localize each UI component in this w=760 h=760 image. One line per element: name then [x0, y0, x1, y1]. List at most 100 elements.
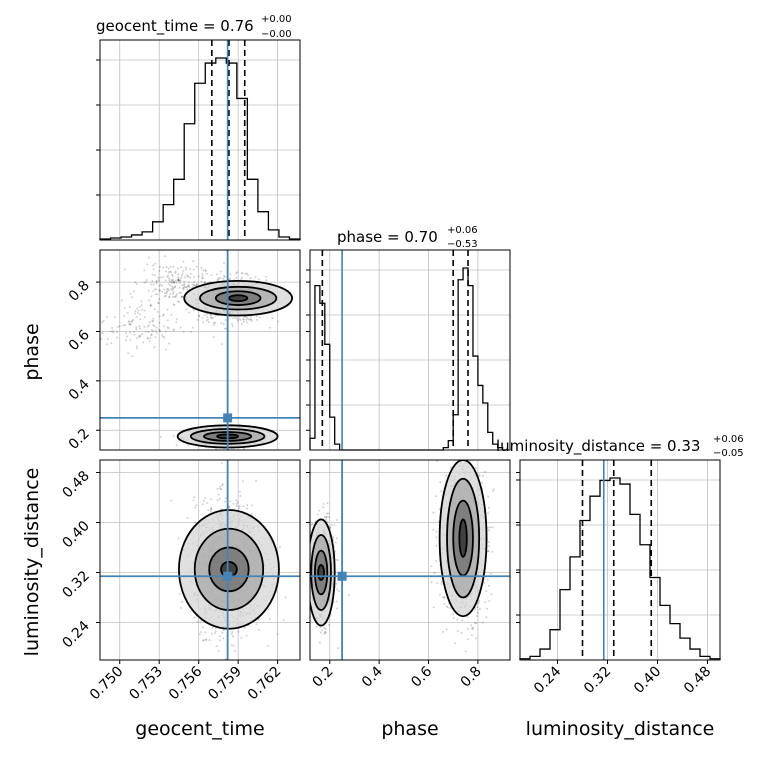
sample-point [432, 606, 435, 609]
sample-point [486, 578, 489, 581]
sample-point [159, 289, 161, 291]
sample-point [148, 299, 151, 302]
sample-point [130, 321, 133, 323]
sample-point [206, 313, 209, 316]
truth-marker [223, 571, 233, 581]
sample-point [329, 526, 332, 529]
sample-point [460, 632, 463, 634]
sample-point [131, 296, 134, 299]
sample-point [179, 279, 182, 282]
sample-point [236, 317, 238, 320]
sample-point [185, 308, 188, 311]
sample-point [487, 541, 490, 544]
sample-point [220, 462, 223, 464]
title-phase-value: phase = 0.70 [337, 228, 438, 246]
sample-point [189, 276, 192, 279]
sample-point [168, 342, 171, 345]
sample-point [132, 318, 135, 321]
sample-point [443, 596, 446, 599]
joint-content [100, 453, 300, 660]
sample-point [235, 272, 238, 275]
sample-point [181, 295, 184, 298]
sample-point [136, 307, 139, 310]
sample-point [172, 286, 175, 289]
sample-point [206, 502, 209, 504]
sample-point [481, 474, 484, 477]
sample-point [196, 318, 199, 321]
sample-point [162, 313, 165, 316]
sample-point [192, 268, 195, 271]
sample-point [166, 319, 169, 322]
x-tick-label: 0.756 [166, 663, 206, 703]
sample-point [172, 328, 175, 331]
panel-frame [519, 459, 721, 661]
sample-point [488, 529, 491, 532]
sample-point [159, 330, 162, 333]
x-tick-label: 0.48 [681, 664, 714, 697]
sample-point [143, 316, 146, 319]
sample-point [458, 665, 460, 667]
sample-point [210, 317, 213, 319]
sample-point [319, 631, 322, 634]
xlabel-luminosity-distance: luminosity_distance [526, 718, 715, 740]
x-tick-label: 0.40 [631, 664, 664, 697]
sample-point [173, 295, 176, 298]
sample-point [182, 260, 185, 263]
sample-point [307, 532, 309, 534]
sample-point [334, 550, 337, 553]
sample-point [223, 262, 226, 264]
sample-point [168, 277, 170, 280]
sample-point [234, 453, 236, 455]
sample-point [181, 272, 184, 275]
sample-point [177, 277, 180, 280]
sample-point [156, 310, 159, 313]
sample-point [324, 630, 327, 633]
sample-point [137, 309, 140, 312]
sample-point [172, 434, 175, 437]
sample-point [170, 313, 173, 316]
sample-point [146, 336, 149, 339]
sample-point [488, 506, 491, 509]
sample-point [168, 295, 171, 298]
sample-point [177, 278, 180, 281]
sample-point [138, 335, 141, 338]
joint-content [100, 250, 300, 453]
sample-point [155, 326, 158, 329]
y-tick-label: 0.24 [59, 618, 92, 651]
sample-point [198, 633, 201, 636]
sample-point [213, 321, 215, 324]
sample-point [154, 329, 157, 332]
sample-point [249, 318, 251, 321]
sample-point [440, 490, 443, 492]
sample-point [181, 600, 184, 603]
sample-point [152, 290, 155, 293]
sample-point [182, 289, 185, 291]
sample-point [222, 629, 225, 632]
sample-point [109, 330, 112, 333]
sample-point [167, 271, 170, 274]
sample-point [250, 512, 253, 515]
sample-point [170, 271, 173, 274]
sample-point [153, 308, 156, 311]
sample-point [337, 559, 340, 562]
y-tick-label: 0.40 [59, 518, 92, 551]
sample-point [219, 487, 222, 490]
sample-point [125, 332, 128, 335]
title-luminosity-distance-plus: +0.06 [713, 434, 744, 445]
sample-point [216, 451, 218, 453]
sample-point [216, 487, 219, 490]
sample-point [241, 272, 244, 275]
sample-point [144, 330, 147, 333]
sample-point [107, 338, 110, 341]
sample-point [133, 290, 135, 293]
sample-point [240, 636, 243, 639]
sample-point [209, 314, 212, 317]
sample-point [191, 283, 194, 286]
sample-point [172, 265, 175, 268]
sample-point [323, 632, 326, 635]
sample-point [183, 283, 186, 285]
sample-point [171, 295, 174, 298]
sample-point [157, 279, 160, 282]
sample-point [150, 295, 153, 298]
sample-point [162, 266, 165, 269]
